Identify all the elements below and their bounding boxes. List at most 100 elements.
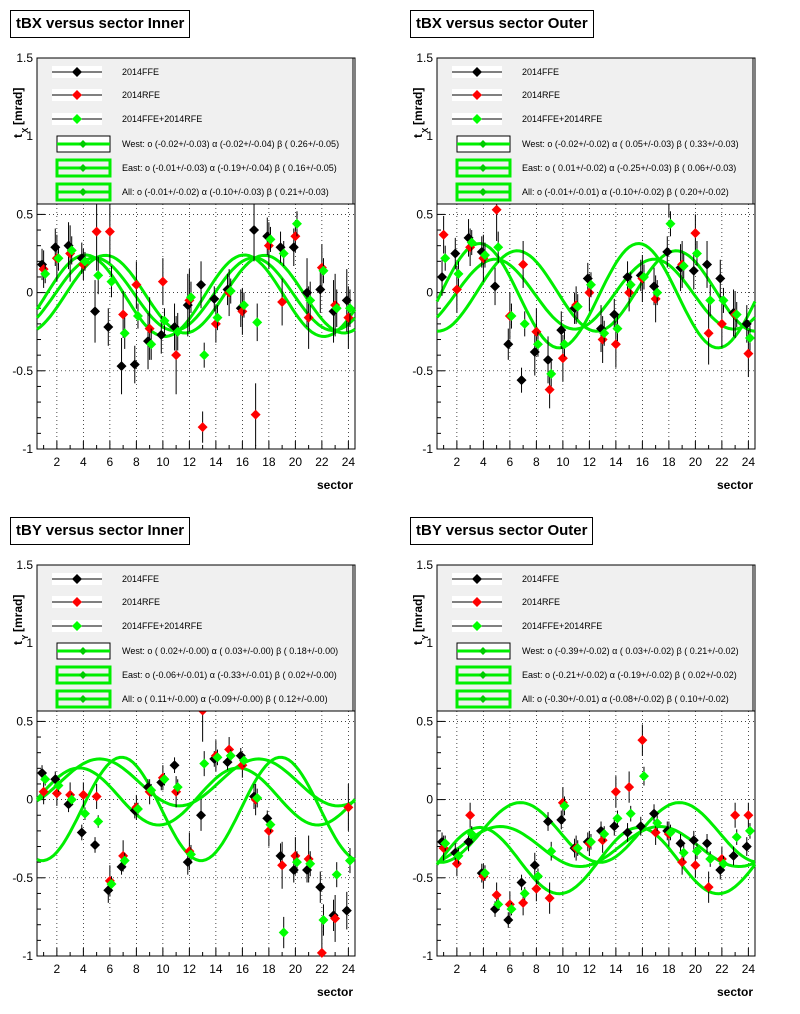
x-tick-label: 10 [556, 962, 570, 976]
y-axis-title-unit: [mrad] [11, 595, 25, 632]
data-point-2014ffe [741, 841, 752, 852]
data-point-2014ffe-2014rfe [691, 248, 702, 259]
data-point-2014rfe [544, 893, 555, 904]
data-point-2014ffe-2014rfe [212, 312, 223, 323]
y-tick-label: 0.5 [416, 207, 433, 221]
data-point-2014rfe [144, 323, 155, 334]
fit-curve-east [436, 249, 756, 333]
legend-marker [472, 90, 482, 100]
x-axis-title: sector [717, 985, 753, 999]
y-axis-title: tY [mrad] [411, 595, 430, 645]
data-point-2014ffe-2014rfe [66, 245, 77, 256]
legend-box [36, 564, 354, 712]
chart-plot-svg: 2014FFE 2014RFE 2014FFE+2014RFE West: ο ( 0… [11, 558, 357, 999]
data-point-2014ffe-2014rfe [612, 323, 623, 334]
legend-marker [72, 574, 82, 584]
data-point-2014ffe [275, 850, 286, 861]
data-point-2014ffe-2014rfe [731, 832, 742, 843]
data-point-2014ffe-2014rfe [559, 800, 570, 811]
data-point-2014rfe [438, 843, 449, 854]
data-point-2014ffe-2014rfe [305, 858, 316, 869]
y-tick-label: 0.5 [16, 714, 33, 728]
data-point-2014ffe-2014rfe [585, 279, 596, 290]
data-point-2014ffe-2014rfe [265, 234, 276, 245]
x-tick-label: 14 [209, 455, 223, 469]
data-point-2014ffe [288, 242, 299, 253]
legend-label: 2014FFE [122, 574, 159, 584]
data-point-2014ffe-2014rfe [744, 825, 755, 836]
x-tick-label: 6 [507, 455, 514, 469]
data-point-2014rfe [677, 857, 688, 868]
y-tick-label: -0.5 [12, 364, 33, 378]
data-point-2014ffe-2014rfe [638, 771, 649, 782]
data-point-2014ffe [662, 246, 673, 257]
data-point-2014rfe [277, 860, 288, 871]
y-axis-title-unit: [mrad] [411, 595, 425, 632]
data-point-2014ffe [596, 323, 607, 334]
y-axis-title-main: t [11, 641, 25, 645]
data-point-2014ffe-2014rfe [466, 237, 477, 248]
data-point-2014ffe-2014rfe [93, 270, 104, 281]
legend-label: 2014FFE+2014RFE [522, 114, 602, 124]
legend-fit-marker [479, 647, 487, 655]
data-point-2014ffe-2014rfe [705, 295, 716, 306]
data-point-2014rfe [451, 858, 462, 869]
data-point-2014rfe [703, 882, 714, 893]
y-tick-label: 0.5 [16, 207, 33, 221]
y-tick-label: -1 [422, 949, 433, 963]
legend-label: 2014FFE [522, 67, 559, 77]
x-tick-label: 24 [742, 962, 756, 976]
data-point-2014rfe [491, 204, 502, 215]
x-tick-label: 20 [289, 962, 303, 976]
data-point-2014ffe-2014rfe [519, 318, 530, 329]
data-point-2014ffe [249, 225, 260, 236]
data-point-2014ffe [635, 821, 646, 832]
x-tick-label: 12 [583, 962, 597, 976]
data-point-2014ffe-2014rfe [318, 915, 329, 926]
data-point-2014ffe-2014rfe [53, 780, 64, 791]
legend-box [436, 57, 754, 205]
x-tick-label: 18 [662, 455, 676, 469]
x-axis-title: sector [317, 478, 353, 492]
legend-label: West: ο ( 0.02+/-0.00) α ( 0.03+/-0.00) … [122, 646, 338, 656]
data-point-2014ffe [490, 281, 501, 292]
x-tick-label: 18 [662, 962, 676, 976]
data-point-2014ffe-2014rfe [638, 271, 649, 282]
y-axis-title-sub: Y [21, 634, 30, 640]
x-tick-label: 6 [107, 455, 114, 469]
y-tick-label: 0 [426, 286, 433, 300]
x-tick-label: 8 [533, 962, 540, 976]
data-point-2014ffe [715, 273, 726, 284]
data-point-2014ffe-2014rfe [212, 752, 223, 763]
data-point-2014ffe-2014rfe [185, 292, 196, 303]
legend-fit-marker [479, 164, 487, 172]
x-tick-label: 24 [742, 455, 756, 469]
x-tick-label: 22 [315, 962, 329, 976]
data-point-2014ffe [529, 347, 540, 358]
legend-marker [472, 621, 482, 631]
fit-curve-all [435, 257, 757, 331]
y-tick-label: 1.5 [416, 51, 433, 65]
data-point-2014rfe [330, 913, 341, 924]
x-tick-label: 4 [80, 962, 87, 976]
x-tick-label: 20 [689, 455, 703, 469]
data-point-2014ffe-2014rfe [506, 904, 517, 915]
chart-title: tBY versus sector Outer [410, 517, 594, 545]
x-tick-label: 18 [262, 455, 276, 469]
x-tick-label: 12 [183, 455, 197, 469]
data-point-2014ffe-2014rfe [731, 309, 742, 320]
chart-panel-tbx-inner: tBX versus sector Inner 2014FFE 2014RFE 20… [0, 0, 400, 507]
data-point-2014ffe [341, 295, 352, 306]
x-axis-title: sector [317, 985, 353, 999]
data-point-2014ffe-2014rfe [318, 265, 329, 276]
data-point-2014ffe-2014rfe [625, 279, 636, 290]
legend-marker [472, 114, 482, 124]
data-point-2014ffe-2014rfe [291, 857, 302, 868]
data-point-2014ffe-2014rfe [493, 899, 504, 910]
data-point-2014ffe-2014rfe [146, 339, 157, 350]
data-point-2014rfe [624, 782, 635, 793]
data-point-2014ffe-2014rfe [546, 846, 557, 857]
data-point-2014ffe [622, 271, 633, 282]
x-tick-label: 20 [289, 455, 303, 469]
chart-title: tBX versus sector Outer [410, 10, 594, 38]
